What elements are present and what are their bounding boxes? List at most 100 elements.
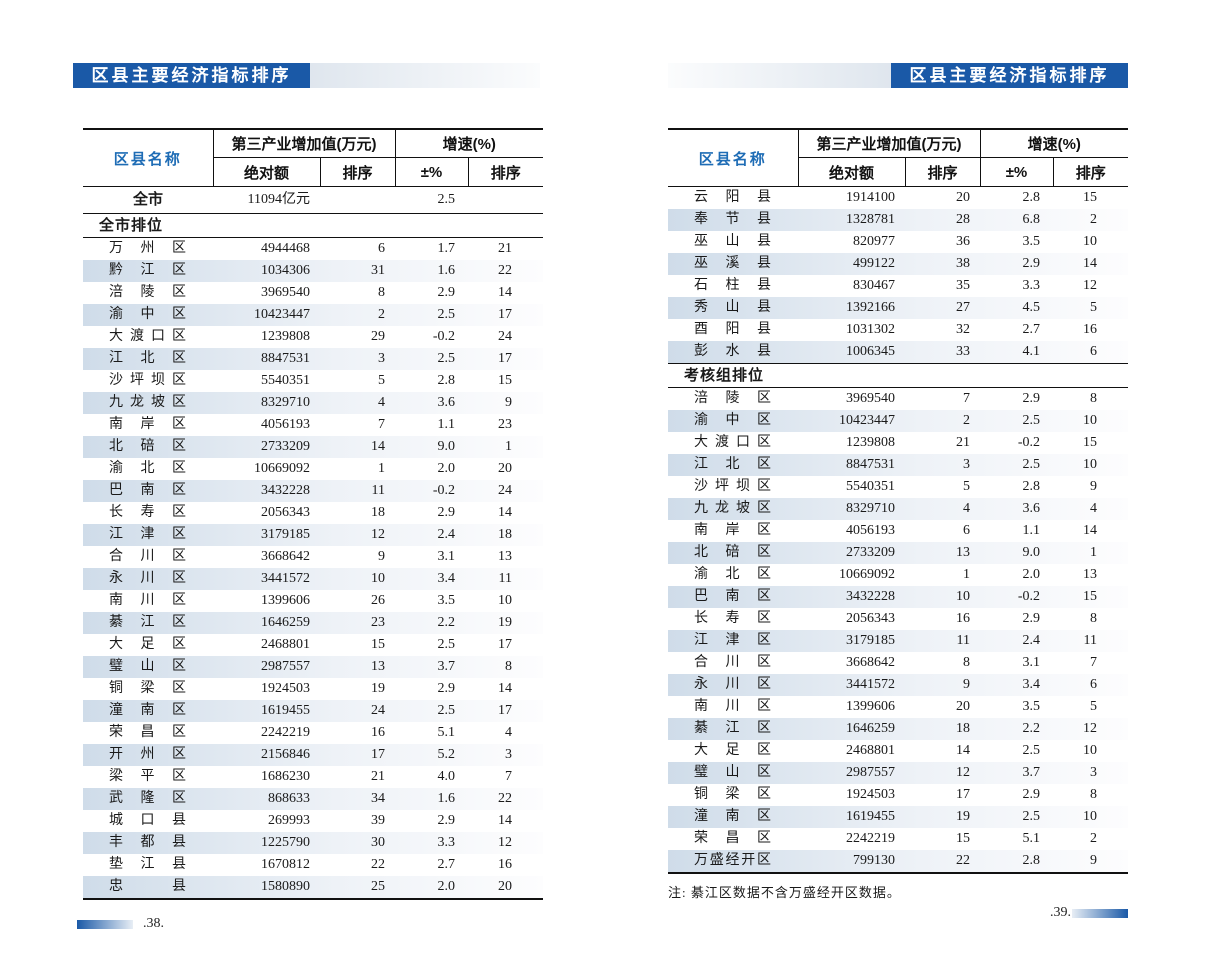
cell-name: 璧山区 xyxy=(668,762,798,784)
cell-growth-rank: 4 xyxy=(505,725,513,740)
cell-name: 秀山县 xyxy=(668,297,798,319)
cell-absolute: 3668642 xyxy=(846,655,895,670)
district-name: 彭水县 xyxy=(694,344,771,359)
col-header-growth-rank: 排序 xyxy=(1053,157,1129,187)
cell-growth-rank: 8 xyxy=(1090,787,1098,802)
cell-name: 合川区 xyxy=(83,546,213,568)
col-header-growth-rank: 排序 xyxy=(468,157,544,187)
cell-rank: 6 xyxy=(378,241,385,256)
district-name: 永川区 xyxy=(694,677,771,692)
district-name: 南川区 xyxy=(694,699,771,714)
cell-absolute: 11094亿元 xyxy=(247,192,310,207)
section-title-bar-left: 区县主要经济指标排序 xyxy=(73,63,540,88)
cell-growth-rank: 10 xyxy=(1083,809,1098,824)
cell-rank: 19 xyxy=(371,681,385,696)
cell-growth-rank: 3 xyxy=(1090,765,1098,780)
cell-rank: 39 xyxy=(371,813,385,828)
cell-absolute: 820977 xyxy=(853,234,895,249)
district-name: 秀山县 xyxy=(694,300,771,315)
cell-growth-rank: 14 xyxy=(498,813,513,828)
cell-growth: 6.8 xyxy=(1022,212,1041,227)
cell-growth-rank: 1 xyxy=(1090,545,1098,560)
cell-absolute: 2733209 xyxy=(846,545,895,560)
cell-rank: 11 xyxy=(956,633,970,648)
cell-name: 北碚区 xyxy=(668,542,798,564)
cell-growth: 1.6 xyxy=(437,791,456,806)
cell-rank: 5 xyxy=(963,479,970,494)
table-row: 渝北区 10669092 1 2.0 13 xyxy=(668,564,1128,586)
cell-rank: 34 xyxy=(371,791,385,806)
table-row: 大足区 2468801 15 2.5 17 xyxy=(83,634,543,656)
district-name: 綦江区 xyxy=(694,721,771,736)
section-label: 全市排位 xyxy=(99,217,164,234)
district-name: 南川区 xyxy=(109,593,186,608)
district-name: 忠县 xyxy=(109,879,186,894)
cell-absolute: 269993 xyxy=(268,813,310,828)
district-name: 铜梁区 xyxy=(109,681,186,696)
cell-growth: 3.5 xyxy=(437,593,456,608)
cell-rank: 20 xyxy=(956,190,970,205)
cell-growth-rank: 13 xyxy=(1083,567,1098,582)
cell-growth: 1.6 xyxy=(437,263,456,278)
district-name: 綦江区 xyxy=(109,615,186,630)
page-title: 区县主要经济指标排序 xyxy=(73,63,310,88)
cell-absolute: 10423447 xyxy=(254,307,310,322)
district-name: 铜梁区 xyxy=(694,787,771,802)
cell-name: 巴南区 xyxy=(83,480,213,502)
table-row: 巫溪县 499122 38 2.9 14 xyxy=(668,253,1129,275)
table-row: 合川区 3668642 9 3.1 13 xyxy=(83,546,543,568)
cell-name: 涪陵区 xyxy=(83,282,213,304)
cell-absolute: 1924503 xyxy=(846,787,895,802)
district-name: 巫山县 xyxy=(694,234,771,249)
cell-growth: 2.8 xyxy=(437,373,456,388)
cell-growth: 2.0 xyxy=(437,461,456,476)
cell-growth-rank: 6 xyxy=(1090,344,1098,359)
cell-growth: 2.9 xyxy=(1022,787,1041,802)
table-row: 北碚区 2733209 14 9.0 1 xyxy=(83,436,544,458)
cell-growth: 2.8 xyxy=(1022,853,1041,868)
district-name: 城口县 xyxy=(109,813,186,828)
cell-name: 武隆区 xyxy=(83,788,213,810)
table-row: 江津区 3179185 11 2.4 11 xyxy=(668,630,1129,652)
cell-growth: 4.1 xyxy=(1022,344,1041,359)
cell-name: 綦江区 xyxy=(668,718,798,740)
cell-absolute: 10423447 xyxy=(839,413,895,428)
cell-name: 酉阳县 xyxy=(668,319,798,341)
cell-absolute: 1399606 xyxy=(846,699,895,714)
table-row: 渝中区 10423447 2 2.5 17 xyxy=(83,304,544,326)
cell-absolute: 499122 xyxy=(853,256,895,271)
district-name: 渝中区 xyxy=(694,413,771,428)
cell-name: 渝北区 xyxy=(668,564,798,586)
cell-growth-rank xyxy=(468,187,543,214)
table-header: 区县名称 第三产业增加值(万元) 增速(%) 绝对额 排序 ±% 排序 xyxy=(83,129,544,187)
cell-absolute: 1646259 xyxy=(261,615,310,630)
district-name: 永川区 xyxy=(109,571,186,586)
cell-name: 垫江县 xyxy=(83,854,213,876)
cell-absolute: 8847531 xyxy=(261,351,310,366)
cell-absolute: 1670812 xyxy=(261,857,310,872)
cell-absolute: 1031302 xyxy=(846,322,895,337)
cell-absolute: 1006345 xyxy=(846,344,895,359)
table-row: 江北区 8847531 3 2.5 10 xyxy=(668,454,1129,476)
district-name: 长寿区 xyxy=(109,505,186,520)
cell-name: 江北区 xyxy=(83,348,213,370)
cell-growth: 3.7 xyxy=(1022,765,1041,780)
cell-name: 南岸区 xyxy=(668,520,798,542)
cell-growth-rank: 9 xyxy=(1090,479,1098,494)
cell-absolute: 1328781 xyxy=(846,212,895,227)
stats-table-left: 区县名称 第三产业增加值(万元) 增速(%) 绝对额 排序 ±% 排序 全市 11… xyxy=(83,128,544,900)
cell-growth-rank: 16 xyxy=(498,857,513,872)
cell-growth-rank: 12 xyxy=(498,835,513,850)
section-label: 考核组排位 xyxy=(684,367,765,384)
district-name: 潼南区 xyxy=(109,703,186,718)
district-name: 石柱县 xyxy=(694,278,771,293)
cell-growth-rank: 7 xyxy=(505,769,513,784)
cell-rank: 38 xyxy=(956,256,970,271)
table-body-right: 云阳县 1914100 20 2.8 15 奉节县 1328781 28 6.8 2 巫山县 8209… xyxy=(668,187,1129,873)
cell-rank: 26 xyxy=(371,593,385,608)
table-row: 丰都县 1225790 30 3.3 12 xyxy=(83,832,544,854)
cell-rank: 31 xyxy=(371,263,385,278)
cell-rank: 22 xyxy=(956,853,970,868)
district-name: 万州区 xyxy=(109,241,186,256)
cell-growth-rank: 5 xyxy=(1090,300,1098,315)
